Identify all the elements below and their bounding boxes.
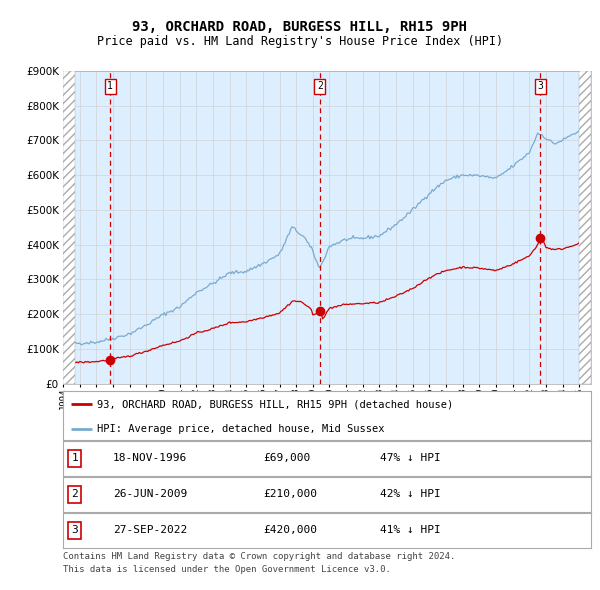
Text: 93, ORCHARD ROAD, BURGESS HILL, RH15 9PH (detached house): 93, ORCHARD ROAD, BURGESS HILL, RH15 9PH…	[97, 399, 454, 409]
Text: 93, ORCHARD ROAD, BURGESS HILL, RH15 9PH: 93, ORCHARD ROAD, BURGESS HILL, RH15 9PH	[133, 19, 467, 34]
Text: £210,000: £210,000	[263, 490, 317, 499]
Text: 42% ↓ HPI: 42% ↓ HPI	[380, 490, 440, 499]
Bar	[63, 71, 74, 384]
Text: Contains HM Land Registry data © Crown copyright and database right 2024.
This d: Contains HM Land Registry data © Crown c…	[63, 552, 455, 573]
Text: £69,000: £69,000	[263, 454, 311, 463]
Text: 27-SEP-2022: 27-SEP-2022	[113, 526, 187, 535]
Text: 1: 1	[107, 81, 113, 91]
Bar	[580, 71, 591, 384]
Text: 2: 2	[317, 81, 323, 91]
Text: 3: 3	[538, 81, 544, 91]
Text: 47% ↓ HPI: 47% ↓ HPI	[380, 454, 440, 463]
Text: 3: 3	[71, 526, 78, 535]
Text: £420,000: £420,000	[263, 526, 317, 535]
Text: HPI: Average price, detached house, Mid Sussex: HPI: Average price, detached house, Mid …	[97, 424, 385, 434]
Text: 18-NOV-1996: 18-NOV-1996	[113, 454, 187, 463]
Text: 26-JUN-2009: 26-JUN-2009	[113, 490, 187, 499]
Text: 2: 2	[71, 490, 78, 499]
Text: 1: 1	[71, 454, 78, 463]
Text: Price paid vs. HM Land Registry's House Price Index (HPI): Price paid vs. HM Land Registry's House …	[97, 35, 503, 48]
Text: 41% ↓ HPI: 41% ↓ HPI	[380, 526, 440, 535]
